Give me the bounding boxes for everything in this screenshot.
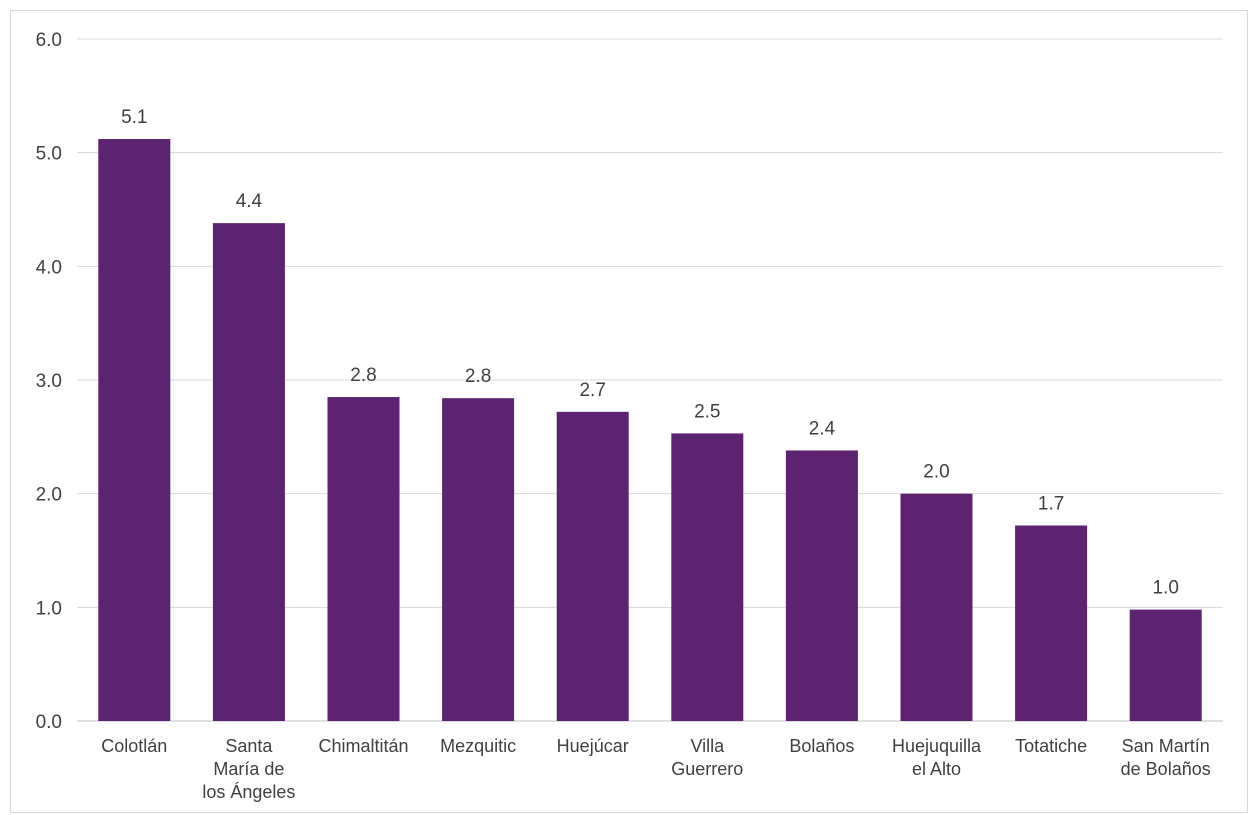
y-tick-label: 2.0 [36,485,62,506]
bar [442,398,515,721]
x-category-label: Santa María de los Ángeles [202,736,295,802]
data-label: 2.4 [809,418,836,439]
x-category-label-line: Bolaños [789,736,854,756]
x-category-label-line: de Bolaños [1121,759,1211,779]
x-category-label-line: María de [213,759,284,779]
data-label: 2.8 [350,365,376,386]
bar [671,433,744,721]
x-category-label: Bolaños [789,736,854,756]
x-category-label: Huejuquilla el Alto [892,736,982,779]
bar [327,397,400,721]
data-label: 1.0 [1152,578,1178,599]
x-category-label-line: Colotlán [101,736,167,756]
x-category-label-line: San Martín [1122,736,1210,756]
y-tick-label: 3.0 [36,371,62,392]
bar [1015,525,1088,721]
y-tick-label: 6.0 [36,30,62,51]
y-tick-label: 5.0 [36,144,62,165]
x-category-label: Totatiche [1015,736,1087,756]
bar [98,139,171,721]
x-category-label-line: Huejuquilla [892,736,982,756]
x-category-label: San Martín de Bolaños [1121,736,1211,779]
x-category-label-line: los Ángeles [202,782,295,802]
data-label: 4.4 [236,191,263,212]
x-category-label-line: Huejúcar [557,736,629,756]
x-category-label-line: el Alto [912,759,961,779]
x-category-label: Colotlán [101,736,167,756]
data-label: 2.0 [923,462,949,483]
data-label: 2.5 [694,401,720,422]
bar [212,223,285,721]
x-category-label-line: Santa [225,736,273,756]
y-tick-label: 1.0 [36,598,62,619]
data-label: 2.8 [465,366,491,387]
bar [900,493,973,721]
x-category-label-line: Villa [690,736,725,756]
x-category-label: Mezquitic [440,736,516,756]
y-tick-label: 4.0 [36,257,62,278]
x-category-label-line: Mezquitic [440,736,516,756]
x-category-label-line: Chimaltitán [318,736,408,756]
x-category-label: Huejúcar [557,736,629,756]
bar [1129,609,1202,721]
data-label: 5.1 [121,107,147,128]
y-tick-label: 0.0 [36,712,62,733]
x-category-label-line: Totatiche [1015,736,1087,756]
bar [556,411,629,721]
x-category-label: Chimaltitán [318,736,408,756]
x-category-label: Villa Guerrero [671,736,743,779]
data-label: 2.7 [579,380,605,401]
bar [785,450,858,721]
x-category-label-line: Guerrero [671,759,743,779]
data-label: 1.7 [1038,493,1064,514]
